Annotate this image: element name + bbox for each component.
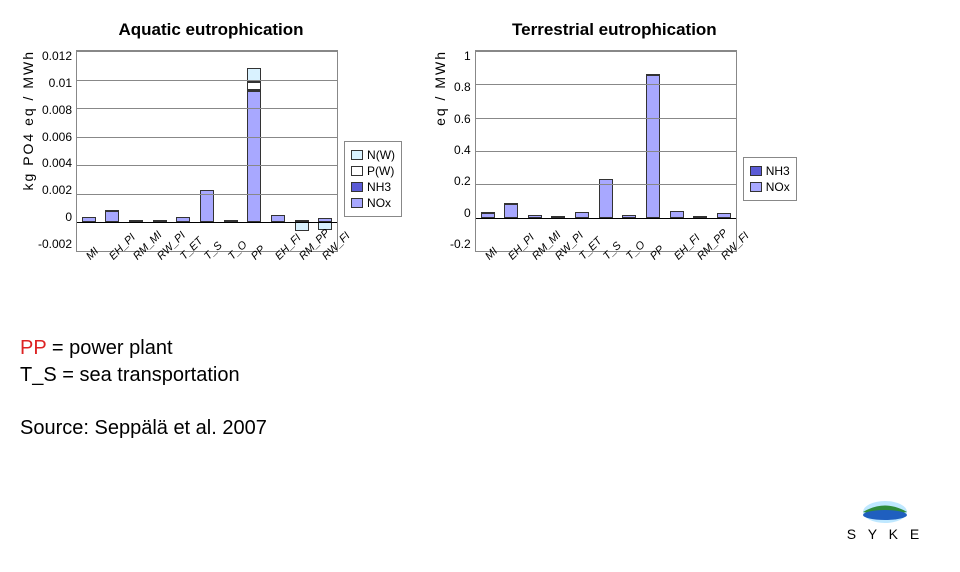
aquatic-plot: [76, 50, 338, 252]
logo-text: S Y K E: [847, 526, 924, 542]
bar-RW_FI: [318, 51, 332, 251]
ytick: 0.008: [42, 104, 72, 116]
terrestrial-yaxis: 1 0.8 0.6 0.4 0.2 0 -0.2: [450, 50, 475, 250]
terrestrial-xlabels: MIEH_PIRM_MIRW_PIT_ETT_ST_OPPEH_FIRM_PPR…: [475, 252, 735, 307]
ytick: 0: [65, 211, 72, 223]
pp-text: = power plant: [46, 337, 172, 359]
bar-T_ET: [176, 51, 190, 251]
aquatic-legend: N(W) P(W) NH3 NOx: [344, 141, 402, 217]
bar-EH_FI: [271, 51, 285, 251]
bar-RW_PI: [153, 51, 167, 251]
legend-item: NOx: [351, 196, 395, 210]
ytick: 0.2: [454, 175, 471, 187]
legend-item: N(W): [351, 148, 395, 162]
bar-EH_PI: [105, 51, 119, 251]
ytick: 1: [464, 50, 471, 62]
ytick: 0.01: [49, 77, 72, 89]
pp-key: PP: [20, 337, 46, 359]
ytick: -0.2: [450, 238, 471, 250]
source-line: Source: Seppälä et al. 2007: [20, 417, 940, 440]
terrestrial-plot: [475, 50, 737, 252]
bar-T_O: [224, 51, 238, 251]
syke-logo: S Y K E: [840, 497, 930, 552]
terrestrial-chart: Terrestrial eutrophication eq / MWh 1 0.8…: [432, 20, 797, 307]
aquatic-title: Aquatic eutrophication: [118, 20, 303, 40]
terrestrial-legend: NH3 NOx: [743, 157, 797, 201]
bar-T_S: [200, 51, 214, 251]
bar-PP: [247, 51, 261, 251]
ytick: 0.6: [454, 113, 471, 125]
ytick: 0.4: [454, 144, 471, 156]
ts-text: = sea transportation: [57, 364, 240, 386]
charts-row: Aquatic eutrophication kg PO4 eq / MWh 0…: [20, 20, 940, 307]
ytick: 0.8: [454, 81, 471, 93]
ytick: 0: [464, 207, 471, 219]
ytick: 0.012: [42, 50, 72, 62]
legend-item: NOx: [750, 180, 790, 194]
ytick: 0.002: [42, 184, 72, 196]
footnotes: PP = power plant T_S = sea transportatio…: [20, 337, 940, 387]
aquatic-xlabels: MIEH_PIRM_MIRW_PIT_ETT_ST_OPPEH_FIRM_PPR…: [76, 252, 336, 307]
terrestrial-title: Terrestrial eutrophication: [512, 20, 717, 40]
legend-item: NH3: [351, 180, 395, 194]
bar-MI: [82, 51, 96, 251]
terrestrial-ylabel: eq / MWh: [432, 50, 448, 156]
aquatic-chart: Aquatic eutrophication kg PO4 eq / MWh 0…: [20, 20, 402, 307]
ytick: 0.006: [42, 131, 72, 143]
bar-RM_MI: [129, 51, 143, 251]
legend-item: P(W): [351, 164, 395, 178]
bar-RM_PP: [295, 51, 309, 251]
legend-item: NH3: [750, 164, 790, 178]
aquatic-ylabel: kg PO4 eq / MWh: [20, 50, 36, 220]
ytick: -0.002: [38, 238, 72, 250]
aquatic-yaxis: 0.012 0.01 0.008 0.006 0.004 0.002 0 -0.002: [38, 50, 76, 250]
ts-key: T_S: [20, 364, 57, 386]
ytick: 0.004: [42, 157, 72, 169]
